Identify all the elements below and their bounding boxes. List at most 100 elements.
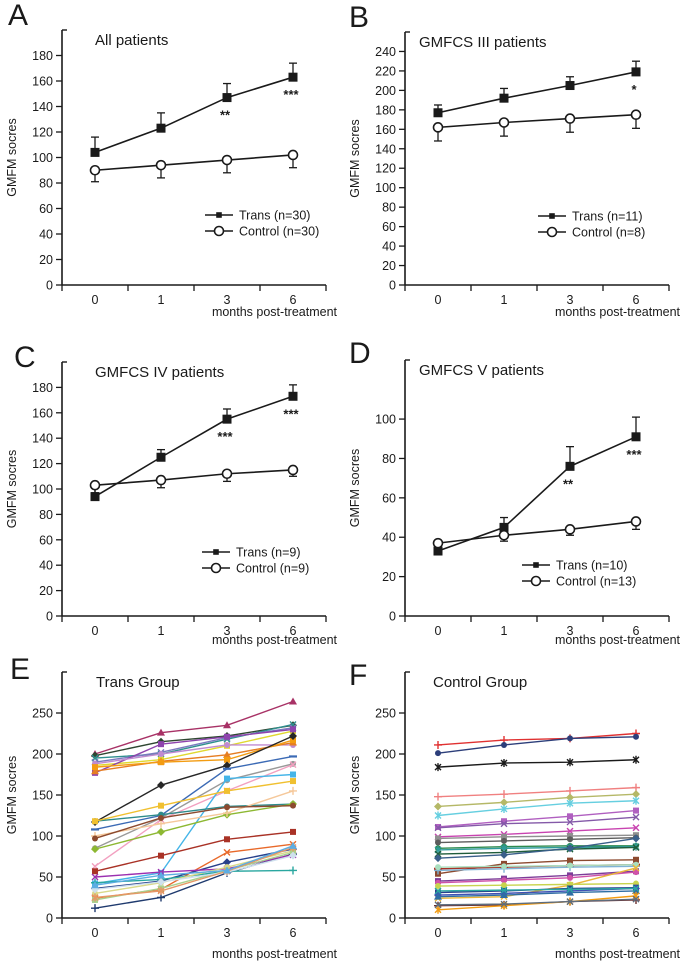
y-axis-label: GMFM socres: [348, 119, 362, 197]
panel-e-trans-group: E 0 50 100 150 200 250 0 1 3 6 Trans Group GMFM soc…: [0, 648, 342, 964]
marker-filled-square: [631, 432, 641, 442]
marker-diamond: [91, 751, 99, 760]
series-line: [94, 755, 294, 831]
x-tick-label: 0: [92, 293, 99, 307]
x-tick-label: 0: [435, 293, 442, 307]
marker-circle: [501, 877, 507, 884]
marker-square: [224, 836, 230, 843]
significance-annotation: ***: [283, 87, 299, 102]
y-tick-label: 100: [375, 830, 396, 844]
marker-open-circle: [221, 154, 233, 166]
x-tick-label: 6: [633, 624, 640, 638]
marker-plus: [289, 866, 297, 875]
marker-square: [501, 818, 507, 825]
marker-x: [223, 848, 231, 856]
y-tick-label: 100: [32, 151, 53, 165]
y-tick-label: 200: [375, 84, 396, 98]
y-tick-label: 140: [32, 100, 53, 114]
marker-filled-square: [499, 522, 509, 532]
panel-letter-d: D: [349, 337, 371, 370]
marker-filled-square: [222, 414, 232, 424]
chart-gmfcs-iii: 0 20 40 60 80 100 120 140 160 180 200 220 240 0 1 3 6 GMF…: [348, 31, 681, 319]
legend-label: Trans (n=10): [556, 559, 627, 573]
series-line: [94, 848, 294, 890]
marker-diamond: [632, 790, 640, 799]
y-tick-label: 40: [382, 240, 396, 254]
significance-annotation: ***: [283, 406, 299, 421]
y-tick-label: 160: [375, 123, 396, 137]
chart-trans-group: 0 50 100 150 200 250 0 1 3 6 Trans Group GMFM socre…: [5, 671, 338, 961]
y-tick-label: 100: [375, 181, 396, 195]
series-line: [94, 763, 294, 849]
marker-square: [290, 771, 296, 778]
marker-diamond: [223, 858, 231, 867]
marker-square: [224, 756, 230, 763]
marker-x: [434, 850, 442, 858]
x-tick-label: 3: [224, 624, 231, 638]
marker-square: [224, 787, 230, 794]
marker-triangle: [289, 841, 297, 849]
series-line: [437, 836, 637, 844]
panel-c-gmfcs-iv: C 0 20 40 60 80 100 120 140 160 180 0 1 3 6 GMFCS IV p…: [0, 330, 342, 650]
y-tick-label: 20: [382, 570, 396, 584]
series-line: [437, 827, 637, 838]
y-tick-label: 160: [32, 406, 53, 420]
y-tick-label: 80: [39, 508, 53, 522]
x-axis-label: months post-treatment: [555, 947, 681, 961]
y-axis-label: GMFM socres: [348, 756, 362, 834]
panel-letter-b: B: [349, 1, 370, 34]
marker-open-circle: [155, 474, 167, 486]
legend-label: Control (n=13): [556, 575, 636, 589]
marker-open-circle: [546, 226, 558, 238]
y-tick-label: 150: [375, 789, 396, 803]
marker-open-circle: [630, 516, 642, 527]
marker-x: [91, 873, 99, 881]
marker-open-circle: [630, 109, 642, 121]
y-tick-label: 100: [375, 413, 396, 427]
marker-diamond: [434, 854, 442, 863]
series-line: [94, 730, 294, 767]
marker-square: [158, 759, 164, 766]
y-tick-label: 50: [39, 871, 53, 885]
y-tick-label: 60: [382, 491, 396, 505]
marker-star: [500, 759, 508, 768]
marker-star: [632, 755, 640, 764]
marker-open-circle: [155, 159, 167, 171]
chart-title: GMFCS III patients: [419, 34, 547, 51]
y-tick-label: 80: [382, 201, 396, 215]
marker-open-circle: [498, 529, 510, 541]
panel-d-gmfcs-v: D 0 20 40 60 80 100 0 1 3 6 GMFCS V patients GMFM s…: [343, 330, 685, 650]
marker-diamond: [500, 850, 508, 859]
y-tick-label: 150: [32, 789, 53, 803]
marker-star: [91, 893, 99, 902]
series-line: [437, 816, 637, 829]
marker-open-circle: [432, 537, 444, 549]
panel-a-all-patients: A 0 20 40 60 80 100 120 140 160 180 0 1 3 6 All patien…: [0, 0, 342, 322]
series-line: [437, 871, 637, 884]
series-line: [437, 736, 637, 754]
marker-square: [501, 833, 507, 840]
chart-title: All patients: [95, 32, 168, 49]
marker-filled-square: [433, 108, 443, 118]
marker-circle: [567, 874, 573, 881]
marker-square: [92, 764, 98, 771]
series-line: [94, 744, 293, 765]
x-tick-label: 6: [633, 293, 640, 307]
marker-star: [500, 804, 508, 813]
marker-triangle: [434, 892, 442, 900]
marker-filled-square: [565, 81, 575, 91]
series-line: [437, 834, 637, 840]
x-tick-label: 0: [92, 624, 99, 638]
marker-x: [632, 895, 640, 903]
series-line: [437, 867, 637, 900]
series-line: [437, 845, 636, 849]
marker-x: [632, 813, 640, 821]
marker-x: [632, 824, 640, 832]
marker-diamond: [289, 851, 297, 860]
legend-label: Control (n=30): [239, 225, 319, 239]
y-tick-label: 40: [39, 559, 53, 573]
series-line: [437, 809, 637, 828]
legend-label: Control (n=8): [572, 226, 645, 240]
x-tick-label: 6: [290, 926, 297, 940]
series-line: [437, 732, 637, 746]
